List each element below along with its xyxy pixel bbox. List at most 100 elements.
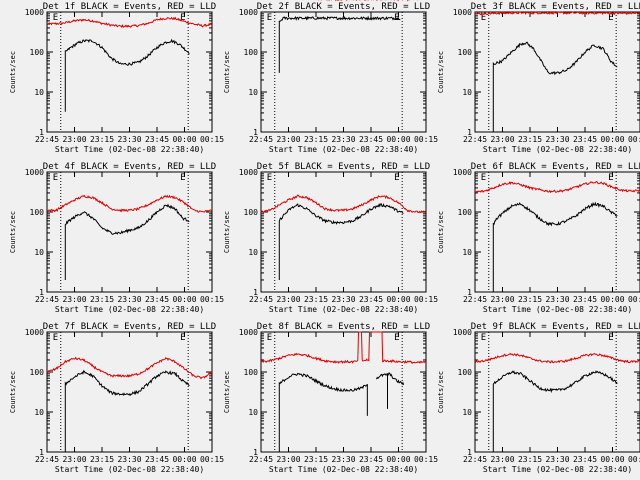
series-events-line — [64, 369, 190, 452]
panel-det-9: Det 9f BLACK = Events, RED = LLD 1 10 100 10… — [437, 322, 640, 474]
x-tick-label: 00:00 — [386, 135, 410, 144]
x-tick-label: 00:00 — [172, 135, 196, 144]
x-axis-label: Start Time (02-Dec-08 22:38:40) — [483, 465, 632, 474]
marker-label: E — [267, 333, 272, 343]
x-tick-label: 23:15 — [304, 295, 328, 304]
y-tick-label: 100 — [244, 208, 259, 217]
panel-det-5: Det 5f BLACK = Events, RED = LLD 1 10 100 10… — [223, 162, 438, 314]
panel-title: Det 3f BLACK = Events, RED = LLD — [471, 2, 640, 12]
x-tick-label: 23:00 — [490, 295, 514, 304]
y-tick-label: 10 — [462, 88, 472, 97]
panel-title: Det 8f BLACK = Events, RED = LLD — [257, 322, 430, 332]
marker-label: E — [53, 13, 58, 23]
x-tick-label: 22:45 — [463, 295, 487, 304]
panel-det-6: Det 6f BLACK = Events, RED = LLD 1 10 100 10… — [437, 162, 640, 314]
x-tick-label: 00:15 — [414, 135, 438, 144]
x-tick-label: 23:30 — [117, 295, 141, 304]
x-tick-label: 00:15 — [628, 135, 640, 144]
y-tick-label: 1000 — [25, 168, 44, 177]
marker-label: E — [481, 333, 486, 343]
panel-title: Det 6f BLACK = Events, RED = LLD — [471, 162, 640, 172]
series-lld-line — [260, 194, 426, 214]
y-tick-label: 1000 — [453, 8, 472, 17]
x-tick-label: 23:45 — [573, 295, 597, 304]
x-tick-label: 00:00 — [386, 455, 410, 464]
panel-det-1: Det 1f BLACK = Events, RED = LLD 1 10 100 10… — [9, 2, 224, 154]
y-tick-label: 1000 — [25, 8, 44, 17]
marker-label: E — [267, 13, 272, 23]
y-tick-label: 100 — [30, 48, 45, 57]
x-tick-label: 00:15 — [628, 455, 640, 464]
y-tick-label: 1 — [253, 448, 258, 457]
marker-label: E — [481, 13, 486, 23]
x-tick-label: 23:30 — [545, 455, 569, 464]
marker-label: E — [394, 173, 399, 183]
y-tick-label: 1 — [467, 288, 472, 297]
y-tick-label: 10 — [248, 88, 258, 97]
x-tick-label: 22:45 — [249, 295, 273, 304]
x-tick-label: 00:00 — [600, 455, 624, 464]
x-tick-label: 00:15 — [200, 135, 224, 144]
x-tick-label: 23:15 — [90, 135, 114, 144]
x-axis-label: Start Time (02-Dec-08 22:38:40) — [55, 145, 204, 154]
y-axis-label: Counts/sec — [9, 371, 17, 413]
plot-frame — [46, 11, 213, 133]
y-axis-label: Counts/sec — [437, 211, 445, 253]
plot-frame — [46, 171, 213, 293]
y-tick-label: 1000 — [453, 328, 472, 337]
plot-frame — [260, 171, 427, 293]
panel-det-8: Det 8f BLACK = Events, RED = LLD 1 10 100 10… — [223, 322, 438, 474]
series-events-line — [492, 370, 618, 452]
plot-frame — [46, 331, 213, 453]
x-tick-label: 23:00 — [276, 295, 300, 304]
y-tick-label: 100 — [458, 48, 473, 57]
series-events-line — [64, 38, 190, 112]
x-tick-label: 23:15 — [304, 455, 328, 464]
x-tick-label: 23:45 — [573, 455, 597, 464]
marker-label: E — [180, 13, 185, 23]
y-tick-label: 1000 — [239, 8, 258, 17]
x-tick-label: 00:15 — [414, 295, 438, 304]
x-axis-label: Start Time (02-Dec-08 22:38:40) — [483, 305, 632, 314]
x-tick-label: 23:15 — [90, 455, 114, 464]
x-tick-label: 23:00 — [276, 135, 300, 144]
x-tick-label: 23:45 — [145, 135, 169, 144]
x-axis-label: Start Time (02-Dec-08 22:38:40) — [269, 145, 418, 154]
y-tick-label: 10 — [34, 88, 44, 97]
series-lld-line — [46, 16, 212, 29]
x-tick-label: 23:15 — [518, 135, 542, 144]
x-tick-label: 00:00 — [600, 135, 624, 144]
x-tick-label: 23:00 — [62, 295, 86, 304]
y-tick-label: 1 — [467, 128, 472, 137]
y-tick-label: 10 — [248, 408, 258, 417]
y-tick-label: 10 — [248, 248, 258, 257]
marker-label: E — [481, 173, 486, 183]
x-tick-label: 22:45 — [463, 135, 487, 144]
marker-label: E — [267, 173, 272, 183]
x-tick-label: 23:45 — [145, 295, 169, 304]
y-tick-label: 100 — [244, 48, 259, 57]
y-tick-label: 1 — [467, 448, 472, 457]
y-tick-label: 1 — [253, 128, 258, 137]
y-tick-label: 10 — [462, 408, 472, 417]
series-lld-line — [46, 194, 212, 213]
x-axis-label: Start Time (02-Dec-08 22:38:40) — [55, 465, 204, 474]
y-tick-label: 1 — [253, 288, 258, 297]
panel-title: Det 1f BLACK = Events, RED = LLD — [43, 2, 216, 12]
x-tick-label: 00:15 — [414, 455, 438, 464]
marker-label: E — [608, 333, 613, 343]
y-tick-label: 100 — [244, 368, 259, 377]
y-tick-label: 100 — [458, 368, 473, 377]
x-axis-label: Start Time (02-Dec-08 22:38:40) — [269, 465, 418, 474]
y-tick-label: 1 — [39, 128, 44, 137]
series-lld-line — [474, 10, 640, 16]
x-tick-label: 22:45 — [35, 295, 59, 304]
y-axis-label: Counts/sec — [9, 51, 17, 93]
x-tick-label: 23:00 — [490, 135, 514, 144]
x-tick-label: 23:45 — [359, 135, 383, 144]
x-tick-label: 23:45 — [359, 455, 383, 464]
x-tick-label: 00:00 — [386, 295, 410, 304]
y-tick-label: 1000 — [239, 168, 258, 177]
y-tick-label: 10 — [34, 408, 44, 417]
x-tick-label: 22:45 — [35, 455, 59, 464]
